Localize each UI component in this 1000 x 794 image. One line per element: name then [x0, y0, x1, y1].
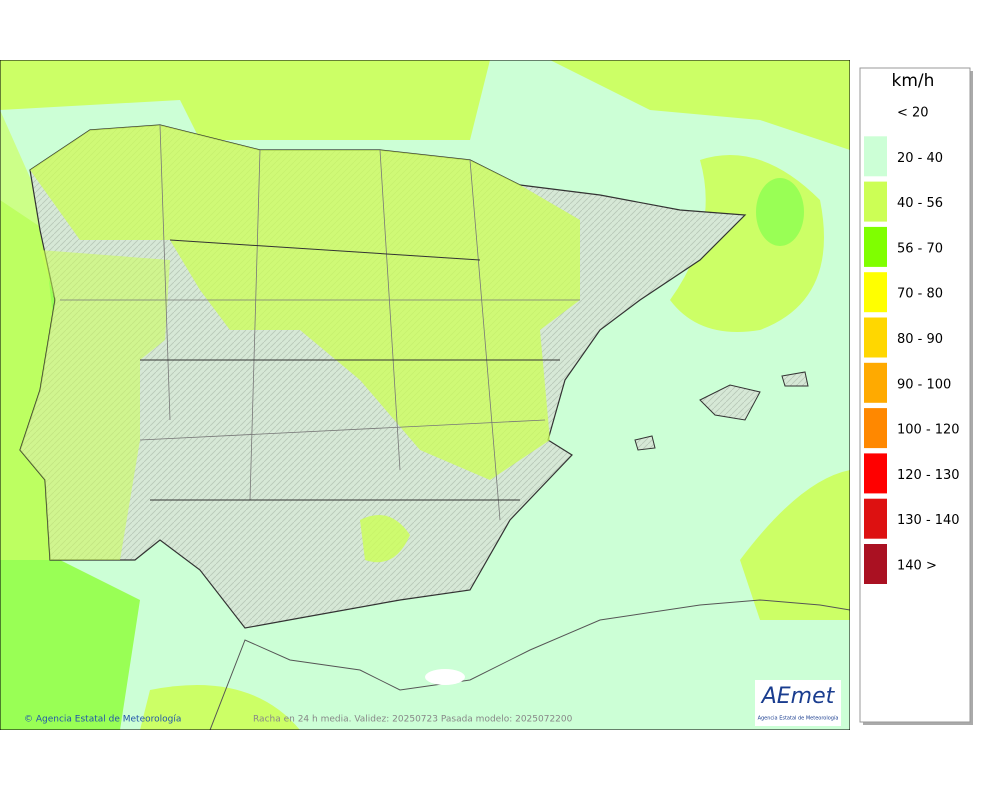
legend-label: 140 > — [897, 559, 937, 574]
legend-label: 130 - 140 — [897, 513, 960, 528]
legend-label: 120 - 130 — [897, 468, 960, 483]
legend-swatch — [864, 91, 887, 131]
legend-label: 80 - 90 — [897, 332, 943, 347]
legend-swatch — [864, 272, 887, 313]
legend-swatch — [864, 498, 887, 539]
legend-swatch — [864, 362, 887, 403]
legend-label: 20 - 40 — [897, 151, 943, 166]
legend-label: 70 - 80 — [897, 287, 943, 302]
caption: Racha en 24 h media. Validez: 20250723 P… — [253, 715, 573, 725]
credit: © Agencia Estatal de Meteorología — [24, 715, 181, 725]
legend-swatch — [864, 226, 887, 267]
legend-label: 40 - 56 — [897, 196, 943, 211]
legend-swatch — [864, 317, 887, 358]
legend-swatch — [864, 544, 887, 584]
legend-items: < 20 20 - 40 40 - 56 56 - 70 70 - 80 80 - 90 9… — [864, 91, 960, 584]
legend-swatch — [864, 408, 887, 449]
legend-swatch — [864, 181, 887, 222]
map — [0, 60, 850, 730]
logo: AEmet — [760, 684, 836, 709]
legend-label: 56 - 70 — [897, 241, 943, 256]
legend-label: 100 - 120 — [897, 423, 960, 438]
logo-box — [755, 680, 841, 726]
legend-swatch — [864, 136, 887, 177]
logo-subtitle: Agencia Estatal de Meteorología — [758, 715, 839, 722]
legend-swatch — [864, 453, 887, 494]
legend-title: km/h — [892, 71, 935, 91]
legend-label: 90 - 100 — [897, 377, 951, 392]
legend-label: < 20 — [897, 106, 929, 121]
